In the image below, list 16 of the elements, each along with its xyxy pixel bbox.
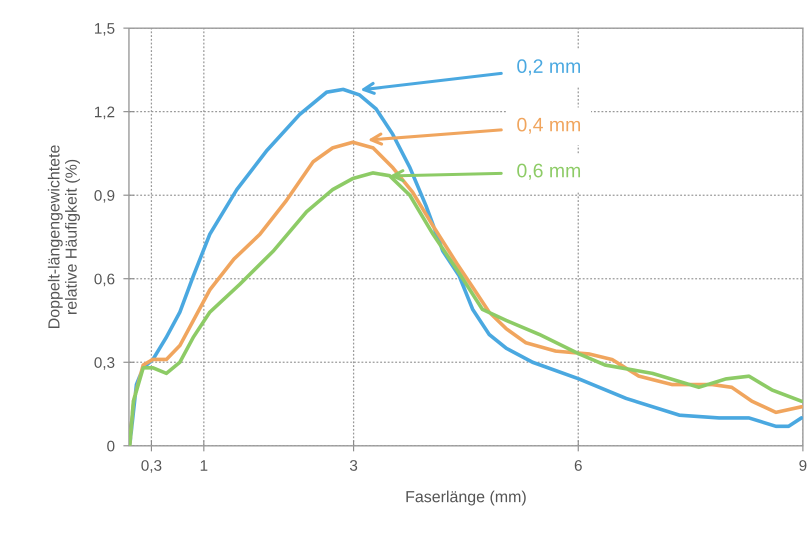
x-tick-label: 1 [200,460,208,471]
y-tick-label: 1,2 [94,106,114,120]
y-tick-label: 1,5 [94,23,114,36]
annotation: 0,2 mm [517,59,580,76]
annotation: 0,6 mm [517,164,580,180]
x-tick-label: 9 [799,460,806,471]
y-tick-label: 0,3 [94,357,114,370]
y-tick-label: 0,6 [94,274,114,286]
x-tick-label: 6 [574,460,582,471]
annotation: 0,4 mm [517,118,580,134]
x-tick-label: 0,3 [141,460,162,473]
y-tick-label: 0 [107,440,114,452]
y-axis-title: Doppelt-längengewichtete relative Häufigkeit (%) [48,145,80,328]
x-axis-title: Faserlänge (mm) [406,490,526,506]
y-tick-label: 0,9 [94,190,114,203]
x-tick-label: 3 [350,460,358,471]
